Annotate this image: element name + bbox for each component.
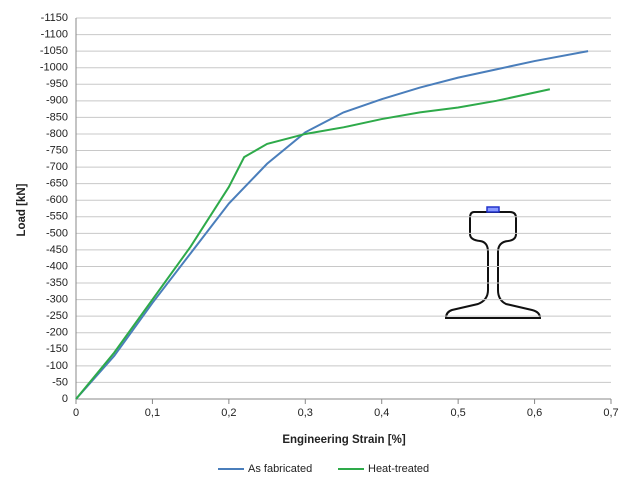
y-tick-label: -1100 [41,28,68,40]
x-tick-label: 0,7 [603,407,618,419]
y-tick-label: -550 [46,211,68,223]
y-tick-label: -350 [46,277,68,289]
y-tick-label: -50 [52,376,68,388]
y-tick-label: -1050 [40,45,68,57]
x-axis-label: Engineering Strain [%] [282,434,405,446]
y-tick-label: -1000 [40,62,68,74]
y-tick-label: -900 [46,95,68,107]
y-tick-label: -950 [46,78,68,90]
x-tick-label: 0 [73,407,79,419]
y-axis-label: Load [kN] [16,183,28,236]
y-tick-label: -450 [46,244,68,256]
legend-label: Heat-treated [368,463,429,475]
rail-icon [444,206,542,319]
y-tick-label: -700 [46,161,68,173]
y-tick-label: -200 [46,327,68,339]
y-tick-label: 0 [62,393,68,405]
y-tick-label: -650 [46,178,68,190]
x-tick-label: 0,4 [374,407,389,419]
y-tick-label: -150 [46,343,68,355]
y-tick-label: -750 [46,144,68,156]
x-tick-label: 0,5 [450,407,465,419]
y-tick-label: -250 [46,310,68,322]
x-tick-label: 0,1 [145,407,160,419]
y-tick-label: -400 [46,260,68,272]
y-tick-label: -100 [46,360,68,372]
y-tick-label: -600 [46,194,68,206]
x-tick-label: 0,3 [298,407,313,419]
x-tick-label: 0,2 [221,407,236,419]
x-tick-label: 0,6 [527,407,542,419]
series-line [75,88,551,400]
series-line [75,50,589,400]
y-tick-label: -850 [46,111,68,123]
legend-label: As fabricated [248,463,312,475]
y-tick-label: -500 [46,227,68,239]
y-tick-label: -800 [46,128,68,140]
y-tick-label: -1150 [41,12,68,24]
y-tick-label: -300 [46,294,68,306]
